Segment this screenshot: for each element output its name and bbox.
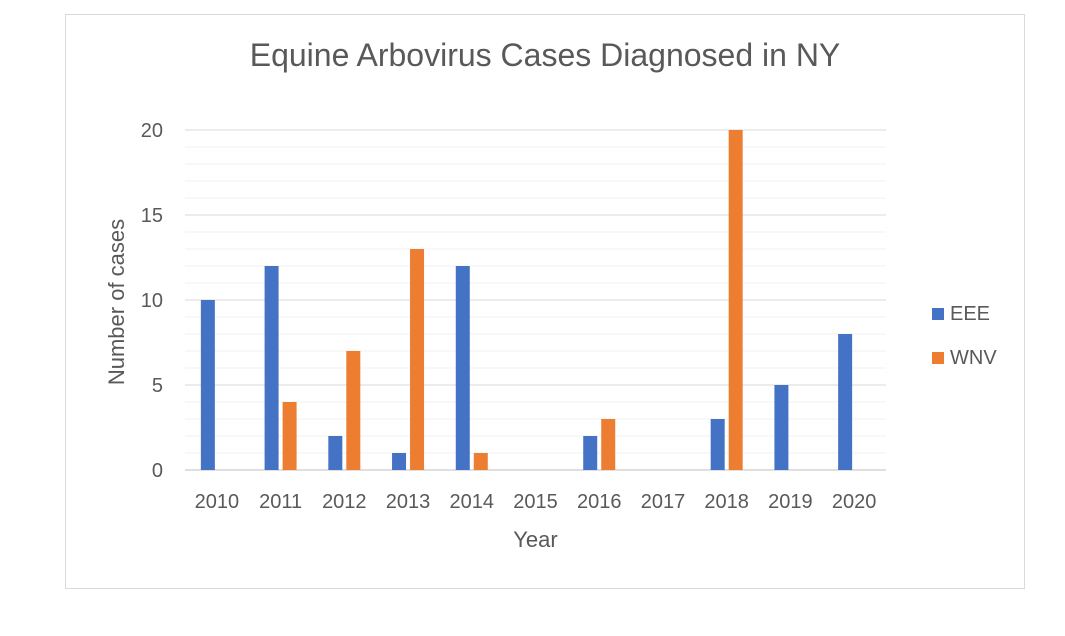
bar-wnv-2013: [410, 249, 425, 470]
bar-eee-2011: [264, 266, 279, 470]
legend-swatch-wnv: [932, 352, 944, 364]
legend-swatch-eee: [932, 308, 944, 320]
x-tick-label: 2020: [832, 491, 877, 513]
bar-eee-2018: [710, 419, 725, 470]
x-tick-label: 2011: [259, 491, 302, 513]
x-tick-label: 2015: [513, 491, 558, 513]
bar-eee-2016: [583, 436, 598, 470]
legend-item-wnv: WNV: [932, 347, 997, 369]
y-tick-label: 5: [152, 375, 163, 397]
bar-eee-2012: [328, 436, 343, 470]
y-tick-label: 15: [141, 205, 163, 227]
x-tick-label: 2016: [577, 491, 622, 513]
y-tick-label: 20: [141, 120, 163, 142]
chart-frame: Equine Arbovirus Cases Diagnosed in NY E…: [65, 14, 1025, 589]
y-tick-label: 0: [152, 460, 163, 482]
bar-eee-2019: [774, 385, 789, 470]
chart-title: Equine Arbovirus Cases Diagnosed in NY: [249, 37, 841, 73]
y-tick-label: 10: [141, 290, 163, 312]
bar-wnv-2011: [282, 402, 297, 470]
legend: EEE WNV: [932, 303, 997, 391]
x-tick-label: 2019: [768, 491, 813, 513]
legend-label-eee: EEE: [950, 302, 991, 325]
bar-eee-2010: [200, 300, 215, 470]
x-tick-label: 2018: [704, 491, 749, 513]
x-tick-label: 2010: [195, 491, 240, 513]
bar-wnv-2012: [346, 351, 361, 470]
bar-wnv-2016: [601, 419, 616, 470]
legend-label-wnv: WNV: [950, 346, 997, 369]
x-axis-title: Year: [513, 527, 557, 552]
x-tick-label: 2014: [450, 491, 495, 513]
x-tick-label: 2013: [386, 491, 431, 513]
legend-item-eee: EEE: [932, 303, 997, 325]
bar-eee-2013: [392, 453, 407, 470]
bar-wnv-2018: [728, 130, 743, 470]
bar-eee-2020: [838, 334, 853, 470]
x-tick-label: 2012: [322, 491, 367, 513]
bar-wnv-2014: [473, 453, 488, 470]
bar-eee-2014: [455, 266, 470, 470]
x-tick-label: 2017: [641, 491, 686, 513]
y-axis-title: Number of cases: [104, 219, 129, 385]
